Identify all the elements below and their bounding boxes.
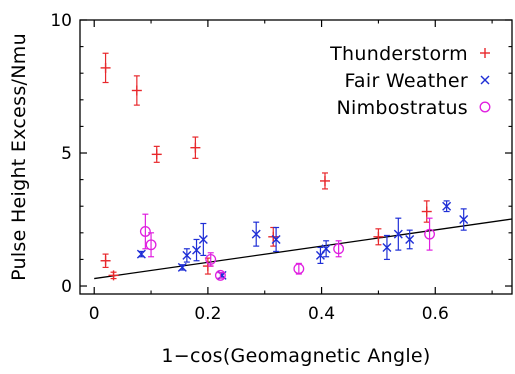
data-point [198, 234, 208, 244]
data-point [151, 149, 162, 160]
plot-frame [79, 19, 513, 295]
data-point [100, 255, 111, 266]
error-bar [217, 272, 224, 279]
data-point [100, 62, 111, 73]
x-tick-label: 0.6 [422, 304, 449, 324]
data-point [421, 206, 432, 217]
data-point [177, 262, 187, 272]
x-tick-label: 0.2 [194, 304, 221, 324]
data-point [182, 250, 192, 260]
series-fair-weather [136, 200, 469, 280]
x-tick-label: 0.4 [308, 304, 335, 324]
data-point [108, 270, 119, 281]
data-point [333, 243, 345, 255]
legend-marker-cross [480, 75, 490, 85]
data-point [373, 231, 384, 242]
data-point [214, 269, 226, 281]
data-point [442, 201, 452, 211]
y-tick-label: 5 [61, 144, 72, 164]
data-point [190, 142, 201, 153]
y-tick-label: 0 [61, 277, 72, 297]
data-point [131, 85, 142, 96]
axis-ticks: 0 0.2 0.4 0.6 0 5 10 [50, 11, 512, 324]
data-point [393, 229, 403, 239]
data-point [319, 175, 330, 186]
data-point [192, 245, 202, 255]
data-point [293, 263, 305, 275]
data-point [459, 215, 469, 225]
legend-marker-plus [480, 48, 490, 58]
error-bar [426, 217, 433, 251]
x-tick-label: 0 [89, 304, 100, 324]
data-points [100, 52, 469, 281]
data-point [139, 226, 151, 237]
data-point [145, 239, 157, 251]
legend-label: Nimbostratus [337, 97, 468, 119]
series-nimbostratus [139, 213, 436, 281]
legend-marker-circle [479, 101, 491, 113]
error-bar [142, 213, 149, 250]
data-point [251, 229, 261, 239]
y-tick-label: 10 [50, 11, 72, 31]
legend-label: Thunderstorm [329, 43, 468, 65]
legend: Thunderstorm Fair Weather Nimbostratus [329, 43, 491, 119]
data-point [271, 234, 281, 244]
legend-label: Fair Weather [344, 70, 468, 92]
y-axis-label: Pulse Height Excess/Nmu [8, 33, 30, 281]
x-axis-label: 1−cos(Geomagnetic Angle) [161, 345, 430, 367]
error-bar [148, 232, 155, 258]
data-point [321, 244, 331, 254]
data-point [136, 249, 146, 259]
data-point [424, 228, 436, 240]
data-point [205, 253, 217, 265]
fit-line-group [94, 218, 513, 280]
data-point [382, 242, 392, 252]
fit-line [94, 218, 513, 280]
data-point [405, 234, 415, 244]
